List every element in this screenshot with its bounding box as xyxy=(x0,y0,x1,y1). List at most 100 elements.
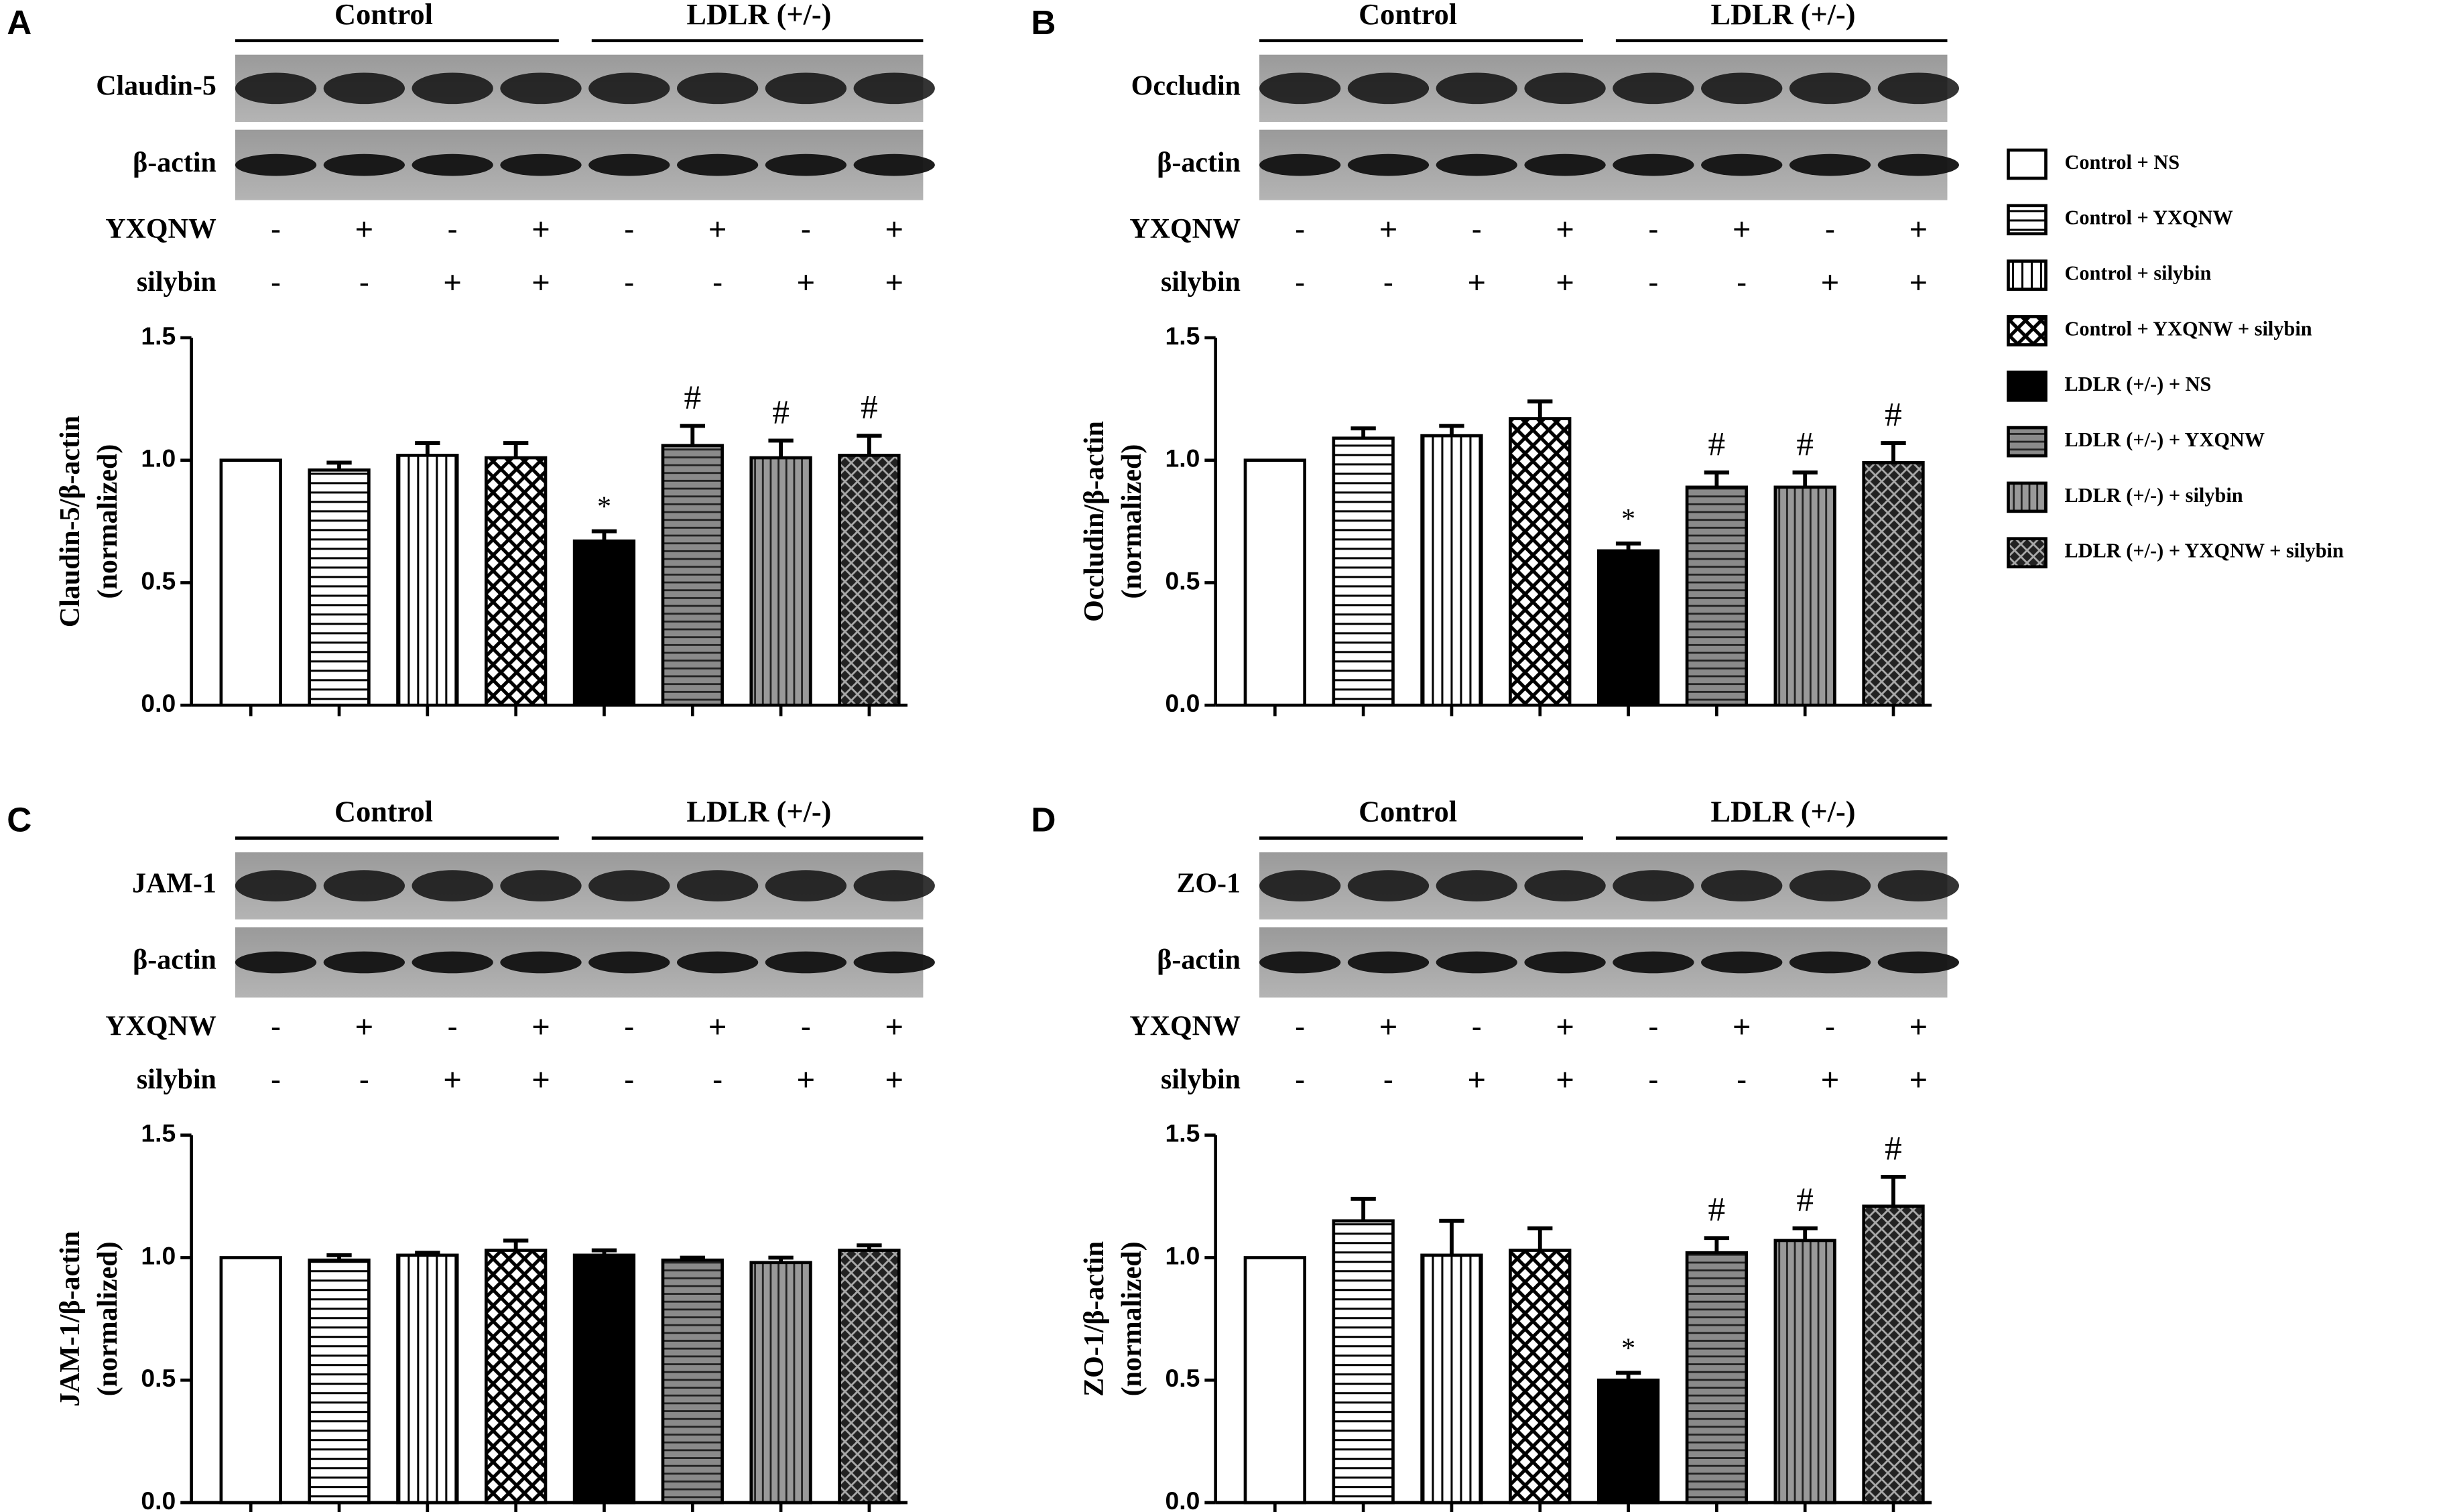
blot-band xyxy=(1613,153,1694,176)
bar xyxy=(219,458,282,707)
error-bar xyxy=(1350,426,1376,438)
y-tick-label: 0.0 xyxy=(141,1487,176,1512)
treatment-label: YXQNW xyxy=(1129,214,1241,245)
y-axis-label: JAM-1/β-actin xyxy=(55,1231,86,1407)
bar xyxy=(1509,1249,1572,1505)
blot-label: ZO-1 xyxy=(1176,868,1241,899)
treatment-sign: - xyxy=(1383,1062,1394,1097)
error-bar xyxy=(857,434,882,456)
blot-band xyxy=(853,72,935,105)
error-bar xyxy=(768,438,794,458)
panel-letter: A xyxy=(7,3,32,42)
treatment-sign: - xyxy=(1295,1062,1306,1097)
treatment-sign: + xyxy=(1733,1009,1751,1044)
y-axis-label: Occludin/β-actin xyxy=(1079,421,1110,622)
y-tick-label: 0.5 xyxy=(1165,566,1200,594)
bar xyxy=(396,1253,459,1505)
error-bar xyxy=(1792,1226,1818,1241)
y-tick-label: 1.0 xyxy=(141,444,176,472)
group-label: LDLR (+/-) xyxy=(686,796,831,828)
bar xyxy=(838,454,901,707)
significance-marker: # xyxy=(1885,1129,1902,1168)
treatment-sign: - xyxy=(1295,212,1306,247)
treatment-sign: - xyxy=(447,1009,458,1044)
blot-band xyxy=(323,870,405,901)
blot-band xyxy=(853,153,935,176)
treatment-sign: - xyxy=(712,265,723,300)
blot-band xyxy=(1524,951,1606,974)
legend-label: LDLR (+/-) + YXQNW + silybin xyxy=(2064,540,2344,562)
blot-band xyxy=(588,870,670,901)
bar xyxy=(1596,1378,1660,1505)
treatment-sign: - xyxy=(359,265,370,300)
blot-band xyxy=(1259,72,1341,105)
blot-band xyxy=(1259,153,1341,176)
blot-band xyxy=(1613,72,1694,105)
treatment-sign: + xyxy=(708,1009,727,1044)
treatment-sign: - xyxy=(447,212,458,247)
group-label: LDLR (+/-) xyxy=(686,0,831,31)
treatment-sign: - xyxy=(624,1062,635,1097)
y-tick-label: 1.5 xyxy=(141,322,176,350)
error-bar xyxy=(503,441,529,458)
blot-band xyxy=(1789,870,1871,901)
treatment-sign: + xyxy=(1821,265,1839,300)
bar xyxy=(1243,458,1306,707)
error-bar xyxy=(415,441,440,456)
blot-band xyxy=(1613,951,1694,974)
blot-band xyxy=(1347,951,1430,974)
group-label: Control xyxy=(1359,0,1457,31)
blot-band xyxy=(412,72,493,105)
treatment-sign: + xyxy=(797,1062,815,1097)
panel-letter: B xyxy=(1031,3,1056,42)
treatment-sign: + xyxy=(708,212,727,247)
panel: B Control LDLR (+/-) Occludin β-actin YXQNW - +… xyxy=(1031,0,1960,717)
error-bar xyxy=(1704,470,1730,487)
treatment-sign: - xyxy=(801,212,812,247)
treatment-sign: + xyxy=(531,1062,550,1097)
bar xyxy=(308,468,371,707)
y-tick-label: 1.5 xyxy=(141,1119,176,1147)
bar xyxy=(1596,549,1660,707)
treatment-sign: + xyxy=(1556,1009,1574,1044)
bar xyxy=(308,1258,371,1505)
treatment-sign: + xyxy=(1909,1062,1928,1097)
treatment-sign: - xyxy=(359,1062,370,1097)
bar xyxy=(572,539,636,707)
blot-label: β-actin xyxy=(133,945,216,976)
treatment-label: silybin xyxy=(1161,267,1241,298)
treatment-sign: - xyxy=(271,212,281,247)
blot-band xyxy=(1436,951,1517,974)
y-tick-label: 1.0 xyxy=(1165,444,1200,472)
treatment-sign: + xyxy=(1379,1009,1397,1044)
blot-band xyxy=(1259,951,1341,974)
error-bar xyxy=(1881,441,1906,463)
error-bar xyxy=(680,424,705,446)
blot-band xyxy=(676,153,759,176)
blot-band xyxy=(323,72,405,105)
significance-marker: # xyxy=(1796,425,1814,463)
group-label: Control xyxy=(1359,796,1457,828)
panel-letter: C xyxy=(7,801,32,839)
bar xyxy=(484,1249,548,1505)
y-axis-label: (normalized) xyxy=(92,444,123,599)
group-label: LDLR (+/-) xyxy=(1711,0,1856,31)
blot-band xyxy=(1347,72,1430,105)
blot-band xyxy=(588,153,670,176)
treatment-sign: - xyxy=(1737,265,1747,300)
treatment-sign: - xyxy=(712,1062,723,1097)
blot-band xyxy=(1877,72,1960,105)
treatment-sign: - xyxy=(1295,265,1306,300)
error-bar xyxy=(1792,470,1818,487)
treatment-sign: + xyxy=(1556,1062,1574,1097)
treatment-label: silybin xyxy=(137,267,216,298)
bar xyxy=(749,456,812,707)
panel: C Control LDLR (+/-) JAM-1 β-actin YXQNW - + - + -… xyxy=(7,796,935,1512)
y-tick-label: 0.5 xyxy=(141,566,176,594)
blot-band xyxy=(1259,870,1341,901)
treatment-sign: + xyxy=(444,1062,462,1097)
treatment-sign: - xyxy=(1825,1009,1836,1044)
treatment-sign: - xyxy=(624,1009,635,1044)
treatment-sign: - xyxy=(1648,212,1659,247)
blot-band xyxy=(765,951,847,974)
